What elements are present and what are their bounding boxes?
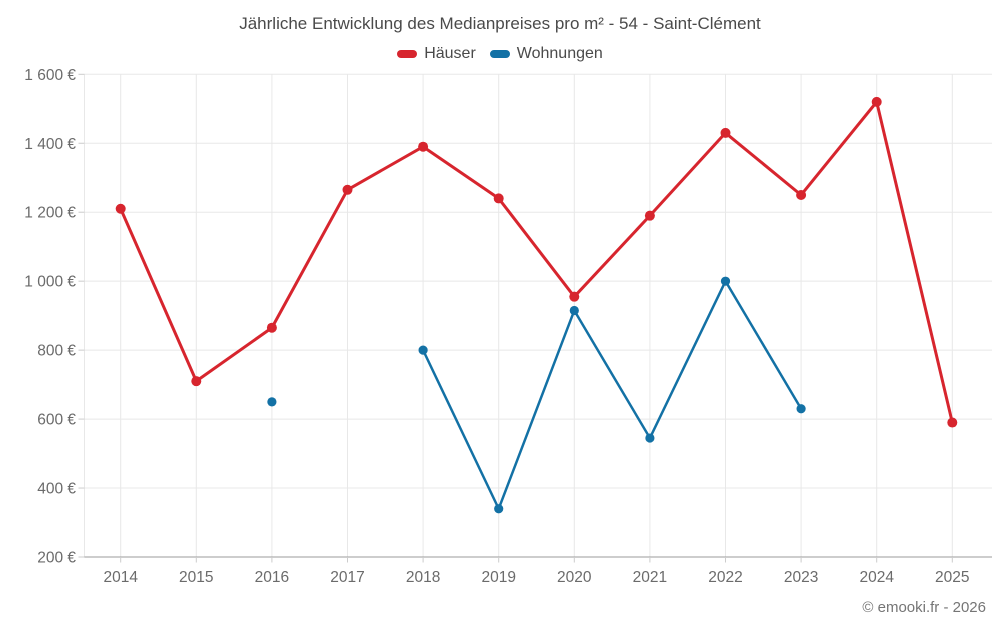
- y-tick-label: 1 200 €: [24, 205, 76, 222]
- y-tick-label: 200 €: [37, 550, 76, 567]
- data-point-wohnungen[interactable]: [569, 305, 579, 316]
- x-tick-label: 2022: [708, 569, 742, 586]
- data-point-wohnungen[interactable]: [645, 433, 655, 443]
- data-point-häuser[interactable]: [644, 210, 655, 221]
- data-point-häuser[interactable]: [493, 193, 504, 204]
- data-point-häuser[interactable]: [342, 184, 353, 195]
- x-tick-label: 2019: [481, 569, 515, 586]
- series-line-häuser: [119, 100, 954, 425]
- data-point-häuser[interactable]: [418, 141, 429, 152]
- x-tick-label: 2014: [103, 569, 138, 586]
- y-tick-label: 1 400 €: [24, 136, 76, 153]
- data-point-wohnungen[interactable]: [267, 397, 277, 407]
- legend-swatch-hauser-icon: [397, 50, 418, 58]
- x-tick-label: 2025: [935, 569, 969, 586]
- data-point-wohnungen[interactable]: [418, 345, 428, 355]
- x-tick-label: 2020: [557, 569, 592, 586]
- y-tick-label: 400 €: [37, 481, 76, 498]
- legend-label-hauser: Häuser: [424, 45, 476, 62]
- data-point-häuser[interactable]: [720, 127, 731, 138]
- legend-item-hauser[interactable]: Häuser: [397, 45, 476, 63]
- legend-label-wohnungen: Wohnungen: [516, 45, 603, 62]
- data-point-häuser[interactable]: [569, 291, 580, 302]
- data-point-wohnungen[interactable]: [720, 276, 731, 286]
- data-point-häuser[interactable]: [266, 322, 277, 333]
- data-point-häuser[interactable]: [796, 189, 807, 200]
- copyright-text: © emooki.fr - 2026: [862, 599, 986, 616]
- data-point-häuser[interactable]: [191, 376, 202, 387]
- x-tick-label: 2018: [406, 569, 440, 586]
- data-point-häuser[interactable]: [947, 417, 958, 428]
- data-point-wohnungen[interactable]: [796, 404, 806, 414]
- x-tick-label: 2016: [255, 569, 289, 586]
- x-tick-label: 2023: [784, 569, 818, 586]
- chart-title: Jährliche Entwicklung des Medianpreises …: [239, 14, 761, 33]
- y-tick-label: 1 000 €: [24, 274, 76, 291]
- legend-swatch-wohnungen-icon: [489, 50, 510, 58]
- x-tick-label: 2021: [633, 569, 667, 586]
- data-point-häuser[interactable]: [115, 203, 126, 214]
- x-tick-label: 2017: [330, 569, 364, 586]
- y-tick-label: 1 600 €: [24, 67, 76, 84]
- x-tick-label: 2015: [179, 569, 213, 586]
- y-tick-label: 800 €: [37, 343, 76, 360]
- x-tick-label: 2024: [859, 569, 894, 586]
- data-point-wohnungen[interactable]: [494, 504, 504, 514]
- data-point-häuser[interactable]: [871, 96, 882, 107]
- y-tick-label: 600 €: [37, 412, 76, 429]
- legend-item-wohnungen[interactable]: Wohnungen: [489, 45, 603, 63]
- chart-legend: Häuser Wohnungen: [0, 45, 1000, 63]
- series-line-wohnungen: [421, 279, 803, 510]
